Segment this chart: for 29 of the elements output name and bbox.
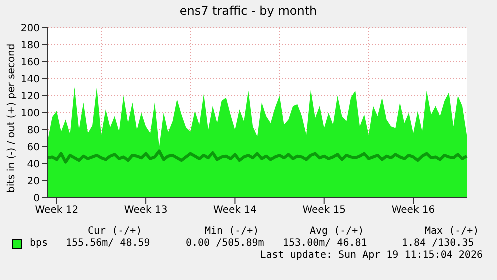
chart-title: ens7 traffic - by month [178, 4, 318, 18]
y-tick-label: 0 [34, 194, 40, 205]
y-tick-label: 120 [20, 92, 40, 103]
legend-label: bps [30, 238, 48, 249]
x-tick-label: Week 13 [124, 205, 168, 216]
y-tick-label: 180 [20, 40, 40, 52]
y-axis-title: bits in (-) / out (+) per second [6, 44, 18, 193]
y-tick-label: 60 [27, 142, 40, 154]
x-tick-label: Week 16 [392, 205, 436, 216]
text: Min (-/+) [205, 226, 260, 237]
x-tick-label: Week 14 [214, 205, 257, 216]
text: 1.84 /130.35 [402, 238, 474, 249]
text: Max (-/+) [425, 226, 480, 237]
y-tick-label: 140 [20, 74, 40, 86]
y-tick-label: 100 [20, 108, 40, 120]
text: Avg (-/+) [310, 226, 364, 237]
y-tick-label: 160 [20, 58, 40, 69]
text: 155.56m/ 48.59 [66, 238, 150, 249]
x-tick-label: Week 15 [302, 205, 346, 216]
y-tick-label: 40 [27, 160, 40, 171]
y-tick-label: 200 [20, 24, 40, 35]
text: 0.00 /505.89m [186, 238, 264, 249]
line-series [46, 150, 468, 164]
y-tick-label: 20 [27, 176, 40, 188]
y-tick-label: 80 [27, 126, 40, 137]
x-tick-label: Week 12 [35, 205, 79, 216]
text: Last update: Sun Apr 19 11:15:04 2026 [260, 250, 483, 261]
text: 153.00m/ 46.81 [283, 238, 368, 249]
text: Cur (-/+) [88, 226, 142, 237]
